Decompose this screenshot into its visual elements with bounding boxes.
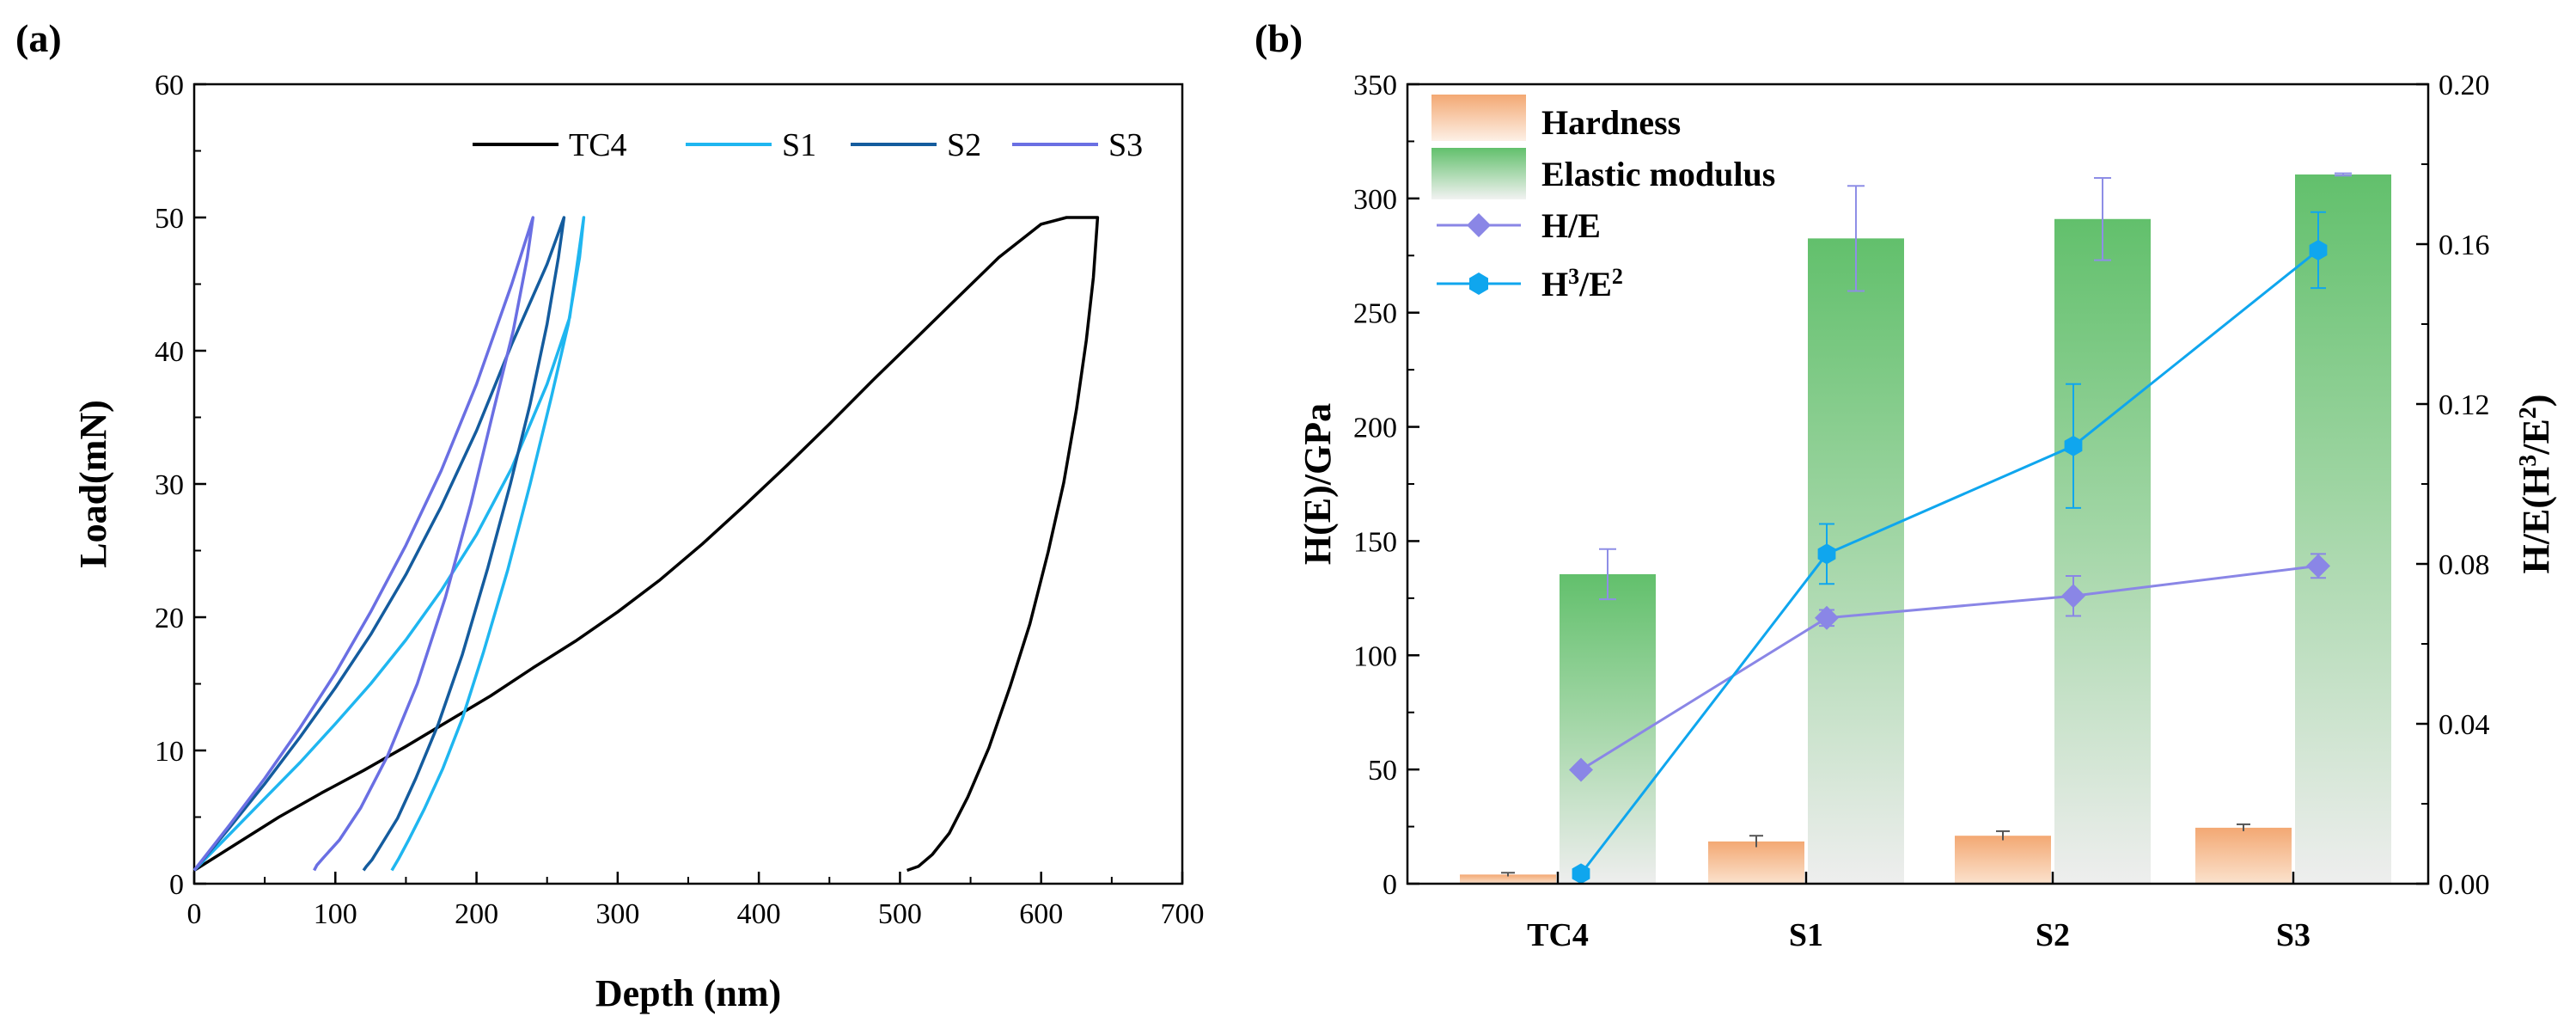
x-tick-label-s1: S1	[1789, 917, 1823, 953]
left-y-tick-label: 150	[1353, 526, 1397, 558]
legend-h3e2-label: H3/E2	[1541, 264, 1623, 304]
series-h3e2-point-s1	[1817, 543, 1836, 565]
left-y-tick-label: 0	[1383, 869, 1397, 901]
legend-tc4-label: TC4	[569, 127, 627, 163]
x-tick-label-s3: S3	[2276, 917, 2310, 953]
x-tick-label: 0	[187, 898, 202, 930]
series-s3-curve	[192, 216, 535, 872]
legend-h3e2-sup2: 2	[1612, 264, 1623, 289]
right-y-tick-label: 0.12	[2439, 389, 2490, 421]
legend-h3e2-mid: /E	[1578, 265, 1612, 303]
series-h3-e2-line	[1579, 248, 2319, 875]
series-he-point-s1	[1815, 605, 1839, 630]
right-title-mid: /E	[2515, 419, 2557, 456]
legend-he-marker	[1467, 213, 1491, 237]
modulus-bar-s2	[2054, 218, 2151, 884]
left-y-tick-label: 50	[1368, 755, 1397, 787]
panel-b-right-axis-title: H/E(H3/E2)	[2515, 395, 2558, 574]
series-he-point-tc4	[1569, 757, 1593, 782]
series-s2-curve	[192, 216, 566, 872]
x-tick-label: 200	[455, 898, 498, 930]
series-s1-curve	[192, 216, 586, 872]
right-y-tick-label: 0.16	[2439, 230, 2490, 261]
right-title-sup1: 3	[2515, 455, 2542, 467]
panel-a: (a) 0 100 200 300 400 500 600 7000102030405060 …	[15, 16, 1205, 1014]
right-y-tick-label: 0.08	[2439, 549, 2490, 581]
modulus-bar-s3	[2295, 174, 2391, 884]
panel-a-label: (a)	[15, 16, 62, 60]
x-tick-label: 300	[595, 898, 639, 930]
panel-a-plot-frame	[192, 83, 1184, 885]
right-title-post: )	[2515, 395, 2557, 407]
panel-a-series	[192, 216, 1100, 873]
legend-s2-label: S2	[947, 127, 981, 163]
panel-a-x-axis-title: Depth (nm)	[595, 972, 781, 1014]
series-h3e2-point-s2	[2064, 435, 2083, 456]
hardness-bar-tc4	[1460, 874, 1556, 884]
legend-h3e2-marker	[1469, 273, 1488, 295]
x-tick-label: 100	[314, 898, 357, 930]
left-y-tick-label: 300	[1353, 184, 1397, 216]
y-tick-label: 60	[155, 70, 184, 101]
right-y-tick-label: 0.04	[2439, 709, 2490, 741]
series-he-point-s2	[2061, 584, 2085, 609]
y-tick-label: 0	[169, 869, 184, 901]
panel-b-ticks: 0 50 100 150 200 250 300 350 0.00 0.04 0.08 0.12 0.1…	[1353, 70, 2490, 953]
legend-hardness-swatch	[1431, 95, 1526, 141]
panel-b-bars	[1460, 172, 2391, 884]
y-tick-label: 40	[155, 336, 184, 368]
legend-modulus-label: Elastic modulus	[1541, 155, 1775, 193]
right-title-pre: H/E(H	[2515, 467, 2557, 574]
series-tc4-curve	[193, 216, 1100, 873]
panel-b: (b) 0 50 100 150 200 250 300 350 0.00 0.04 0.08 0.1…	[1254, 16, 2557, 953]
legend-modulus-swatch	[1431, 148, 1526, 199]
modulus-bar-tc4	[1560, 573, 1656, 884]
panel-a-y-axis-title: Load(mN)	[72, 400, 114, 568]
right-title-sup2: 2	[2515, 407, 2542, 419]
left-y-tick-label: 100	[1353, 640, 1397, 672]
y-tick-label: 20	[155, 603, 184, 634]
x-tick-label: 400	[737, 898, 781, 930]
legend-h3e2-sup1: 3	[1568, 264, 1579, 289]
legend-h3e2-main: H	[1541, 265, 1568, 303]
y-tick-label: 50	[155, 203, 184, 235]
series-he-point-s3	[2306, 554, 2330, 579]
legend-hardness-label: Hardness	[1541, 103, 1681, 142]
x-tick-label: 500	[878, 898, 922, 930]
hardness-bar-s3	[2195, 827, 2292, 884]
left-y-tick-label: 200	[1353, 413, 1397, 444]
panel-a-ticks: 0 100 200 300 400 500 600 700 0 10 20 30 40 50 60	[155, 70, 1205, 930]
legend-s3-label: S3	[1108, 127, 1143, 163]
hardness-bar-s2	[1955, 836, 2051, 884]
panel-b-label: (b)	[1254, 16, 1303, 60]
y-tick-label: 10	[155, 736, 184, 768]
hardness-bar-s1	[1708, 841, 1804, 884]
right-y-tick-label: 0.00	[2439, 869, 2490, 901]
panel-a-legend: TC4 S1 S2 S3	[473, 127, 1143, 163]
x-tick-label-s2: S2	[2036, 917, 2070, 953]
panel-b-y-axis-title: H(E)/GPa	[1297, 403, 1339, 565]
legend-he-label: H/E	[1541, 206, 1601, 245]
left-y-tick-label: 250	[1353, 298, 1397, 330]
left-y-tick-label: 350	[1353, 70, 1397, 101]
panel-b-legend: Hardness Elastic modulus H/E H3/E2	[1431, 95, 1775, 303]
series-h-e-line	[1580, 564, 2319, 771]
y-tick-label: 30	[155, 469, 184, 501]
right-y-tick-label: 0.20	[2439, 70, 2490, 101]
series-h3e2-point-s3	[2309, 240, 2328, 260]
series-h3e2-point-tc4	[1572, 863, 1590, 885]
x-tick-label: 600	[1019, 898, 1063, 930]
x-tick-label-tc4: TC4	[1527, 917, 1589, 953]
x-tick-label: 700	[1161, 898, 1205, 930]
panel-b-lines	[1569, 211, 2330, 885]
legend-s1-label: S1	[782, 127, 816, 163]
